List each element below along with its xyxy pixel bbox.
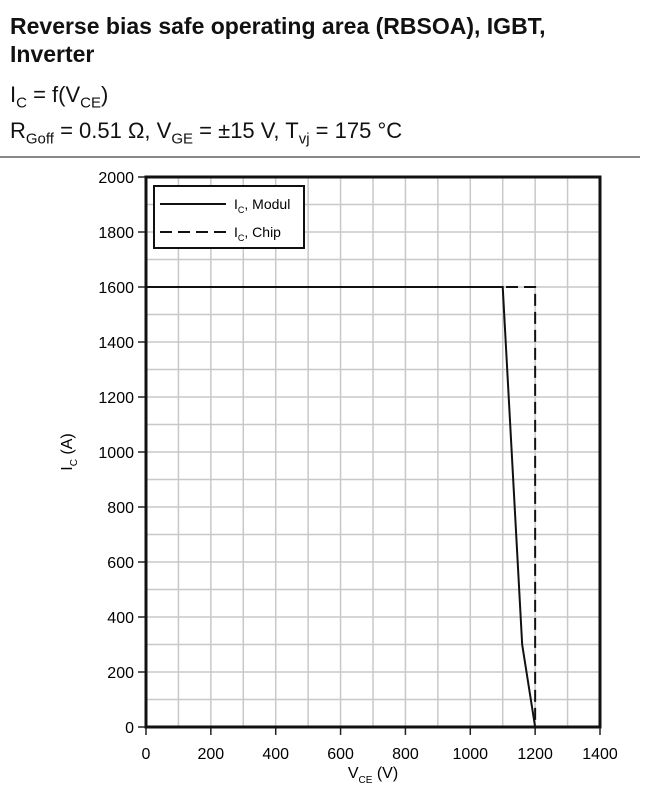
conditions: RGoff = 0.51 Ω, VGE = ±15 V, Tvj = 175 °… <box>10 118 403 148</box>
x-tick-label: 0 <box>142 746 151 763</box>
legend-label: IC, Chip <box>234 224 281 243</box>
legend-label: IC, Modul <box>234 196 290 215</box>
y-tick-label: 1000 <box>98 445 134 462</box>
series-line-chip <box>146 286 537 727</box>
x-tick-label: 200 <box>198 746 225 763</box>
y-axis-label: IC (A) <box>59 433 80 470</box>
y-tick-label: 1600 <box>98 280 134 297</box>
y-tick-label: 800 <box>107 500 134 517</box>
y-tick-label: 600 <box>107 555 134 572</box>
y-tick-label: 1800 <box>98 225 134 242</box>
x-tick-label: 600 <box>327 746 354 763</box>
y-tick-label: 0 <box>125 720 134 737</box>
x-tick-label: 400 <box>262 746 289 763</box>
divider <box>0 156 640 158</box>
x-tick-label: 800 <box>392 746 419 763</box>
y-tick-label: 400 <box>107 610 134 627</box>
plot-frame <box>144 175 602 729</box>
legend-box <box>153 185 305 249</box>
y-tick-label: 1400 <box>98 335 134 352</box>
chart-title: Reverse bias safe operating area (RBSOA)… <box>10 13 546 67</box>
x-tick-label: 1200 <box>517 746 553 763</box>
relation: IC = f(VCE) <box>10 82 109 112</box>
series-line-modul <box>146 286 537 728</box>
y-tick-label: 200 <box>107 665 134 682</box>
x-axis-label: VCE (V) <box>348 765 398 786</box>
x-tick-label: 1000 <box>452 746 488 763</box>
y-tick-label: 1200 <box>98 390 134 407</box>
y-tick-label: 2000 <box>98 170 134 187</box>
x-tick-label: 1400 <box>582 746 618 763</box>
